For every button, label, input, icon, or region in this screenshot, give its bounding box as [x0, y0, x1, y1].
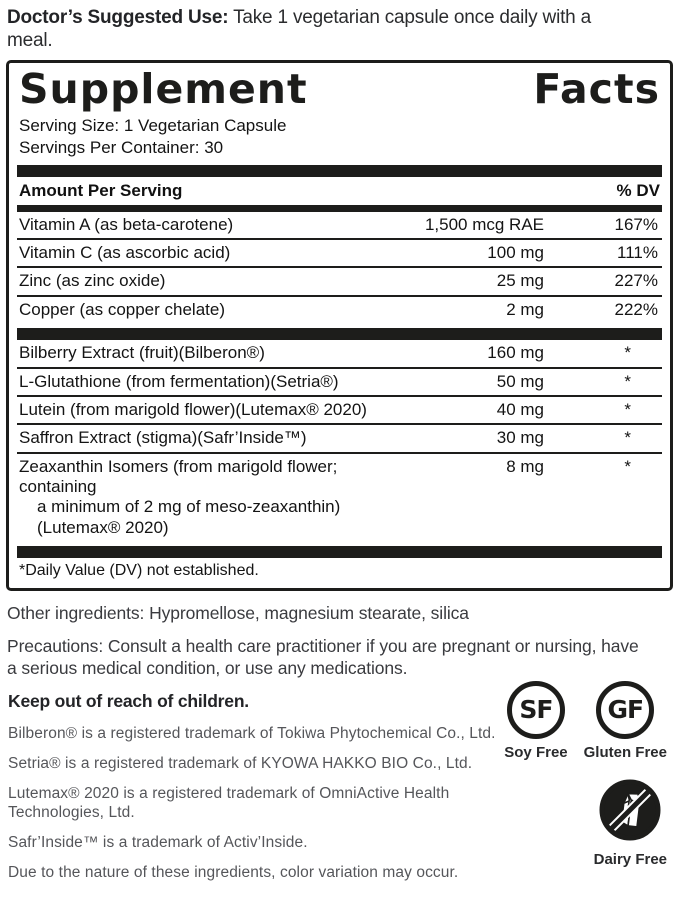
- serving-size: Serving Size: 1 Vegetarian Capsule: [19, 116, 287, 136]
- trademark-line: Lutemax® 2020 is a registered trademark …: [8, 784, 450, 822]
- nutrient-name: Zinc (as zinc oxide): [19, 271, 166, 291]
- dairy-free-icon: [599, 779, 661, 846]
- nutrient-amount: 25 mg: [496, 271, 544, 291]
- ingredient-name-line2: a minimum of 2 mg of meso-zeaxanthin)(Lu…: [37, 497, 341, 537]
- table-row: Zeaxanthin Isomers (from marigold flower…: [17, 451, 662, 542]
- ingredient-name-line1: Zeaxanthin Isomers (from marigold flower…: [19, 456, 338, 497]
- trademark-block: Bilberon® is a registered trademark of T…: [8, 724, 508, 883]
- table-row: L-Glutathione (from fermentation)(Setria…: [17, 366, 662, 395]
- ingredient-dv: *: [624, 371, 632, 391]
- other-ingredients: Other ingredients: Hypromellose, magnesi…: [7, 603, 469, 624]
- nutrient-name: Vitamin A (as beta-carotene): [19, 214, 234, 234]
- keep-out-warning: Keep out of reach of children.: [8, 690, 249, 711]
- ingredient-dv: *: [624, 456, 632, 476]
- table-row: Copper (as copper chelate) 2 mg 222%: [17, 294, 662, 323]
- divider-bar: [17, 164, 662, 177]
- ingredient-amount: 30 mg: [496, 428, 544, 448]
- table-row: Vitamin C (as ascorbic acid) 100 mg 111%: [17, 237, 662, 266]
- trademark-line: Bilberon® is a registered trademark of T…: [8, 724, 496, 742]
- color-variation-note: Due to the nature of these ingredients, …: [8, 864, 459, 882]
- footer-area: SF Soy Free GF Gluten Free: [7, 680, 673, 883]
- divider-bar: [17, 204, 662, 212]
- ingredient-name: Lutein (from marigold flower)(Lutemax® 2…: [19, 399, 367, 419]
- suggested-use-paragraph: Doctor’s Suggested Use: Take 1 vegetaria…: [7, 6, 607, 52]
- ingredient-amount: 160 mg: [487, 343, 544, 363]
- amount-per-serving-label: Amount Per Serving: [19, 180, 183, 200]
- dairy-free-label: Dairy Free: [593, 850, 667, 868]
- percent-dv-label: % DV: [616, 180, 660, 200]
- panel-title: Supplement Facts: [19, 65, 660, 114]
- nutrient-amount: 1,500 mcg RAE: [424, 214, 544, 234]
- certification-badges: SF Soy Free GF Gluten Free: [504, 680, 667, 868]
- ingredient-dv: *: [624, 399, 632, 419]
- nutrient-dv: 167%: [614, 214, 658, 234]
- gluten-free-icon: GF: [596, 680, 655, 739]
- precautions: Precautions: Consult a health care pract…: [7, 636, 639, 679]
- supplement-facts-panel: Supplement Facts Serving Size: 1 Vegetar…: [6, 60, 673, 592]
- servings-per-container: Servings Per Container: 30: [19, 138, 224, 158]
- divider-bar: [17, 328, 662, 341]
- table-row: Vitamin A (as beta-carotene) 1,500 mcg R…: [17, 212, 662, 238]
- ingredient-name: Saffron Extract (stigma)(Safr’Inside™): [19, 428, 307, 448]
- trademark-line: Setria® is a registered trademark of KYO…: [8, 754, 473, 772]
- nutrient-dv: 222%: [614, 299, 658, 319]
- dairy-free-badge: Dairy Free: [594, 779, 667, 868]
- ingredient-amount: 8 mg: [506, 456, 544, 476]
- nutrient-amount: 2 mg: [506, 299, 544, 319]
- soy-free-badge: SF Soy Free: [504, 680, 568, 761]
- dv-footnote: *Daily Value (DV) not established.: [19, 562, 259, 580]
- table-row: Bilberry Extract (fruit)(Bilberon®) 160 …: [17, 340, 662, 366]
- soy-free-icon: SF: [506, 680, 565, 739]
- soy-free-label: Soy Free: [504, 743, 568, 761]
- gluten-free-label: Gluten Free: [583, 743, 667, 761]
- suggested-use-label: Doctor’s Suggested Use:: [7, 7, 229, 28]
- ingredient-amount: 40 mg: [496, 399, 544, 419]
- nutrient-name: Vitamin C (as ascorbic acid): [19, 242, 231, 262]
- table-row: Zinc (as zinc oxide) 25 mg 227%: [17, 266, 662, 294]
- suggested-use-text: Take 1 vegetarian capsule once daily wit…: [7, 7, 591, 52]
- ingredient-name: L-Glutathione (from fermentation)(Setria…: [19, 371, 339, 391]
- nutrient-dv: 227%: [614, 271, 658, 291]
- table-row: Saffron Extract (stigma)(Safr’Inside™) 3…: [17, 423, 662, 451]
- ingredient-name: Bilberry Extract (fruit)(Bilberon®): [19, 343, 265, 363]
- ingredient-dv: *: [624, 343, 632, 363]
- trademark-line: Safr’Inside™ is a trademark of Activ’Ins…: [8, 834, 308, 852]
- ingredient-name: Zeaxanthin Isomers (from marigold flower…: [19, 457, 419, 539]
- gluten-free-badge: GF Gluten Free: [583, 680, 667, 761]
- ingredient-amount: 50 mg: [496, 371, 544, 391]
- table-header-row: Amount Per Serving % DV: [17, 177, 662, 205]
- nutrient-name: Copper (as copper chelate): [19, 299, 226, 319]
- divider-bar: [17, 546, 662, 559]
- nutrient-dv: 111%: [617, 242, 658, 262]
- table-row: Lutein (from marigold flower)(Lutemax® 2…: [17, 394, 662, 423]
- nutrient-amount: 100 mg: [487, 242, 544, 262]
- ingredient-dv: *: [624, 428, 632, 448]
